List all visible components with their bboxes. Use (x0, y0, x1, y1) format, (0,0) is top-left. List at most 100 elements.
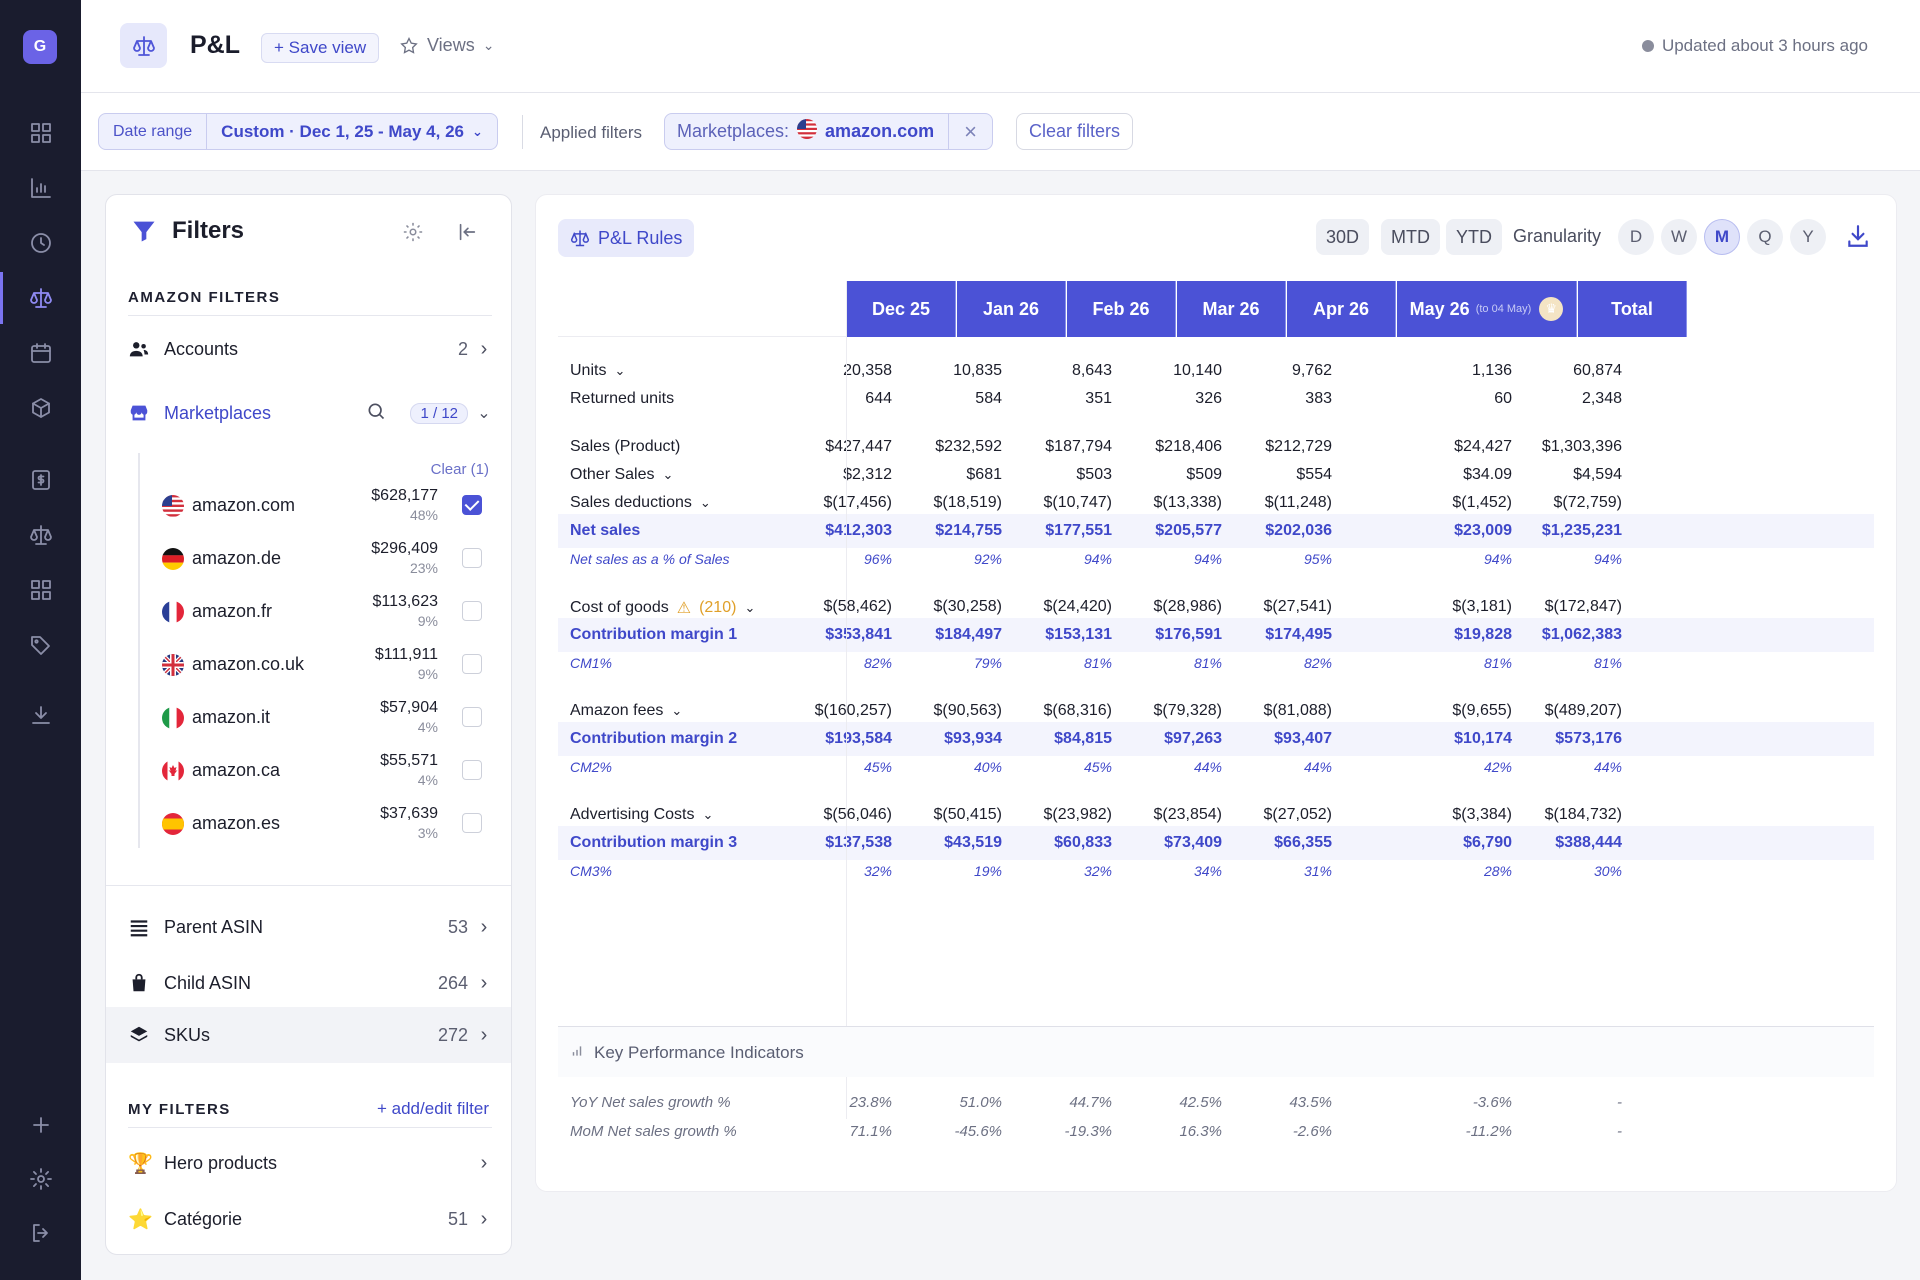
column-header[interactable]: Feb 26 (1067, 281, 1176, 337)
row-label-text: Contribution margin 1 (570, 626, 738, 643)
chevron-right-icon: › (480, 337, 488, 360)
marketplace-filter-chip[interactable]: Marketplaces: amazon.com × (664, 113, 994, 150)
filter-child-asin[interactable]: Child ASIN 264 › (128, 963, 492, 1003)
dashboard-icon[interactable] (26, 118, 56, 148)
logout-icon[interactable] (26, 1218, 56, 1248)
column-header[interactable]: May 26 (to 04 May) ♛ (1397, 281, 1577, 337)
marketplace-item-uk[interactable]: amazon.co.uk $111,911 9% (162, 646, 492, 696)
column-header[interactable]: Dec 25 (847, 281, 956, 337)
download-icon[interactable] (1845, 223, 1871, 254)
marketplace-checkbox[interactable] (462, 760, 482, 780)
column-header[interactable]: Jan 26 (957, 281, 1066, 337)
table-cell: 45% (863, 759, 892, 775)
scale-icon[interactable] (26, 520, 56, 550)
granularity-m-button[interactable]: M (1704, 219, 1740, 255)
gear-icon[interactable] (402, 221, 424, 248)
row-label[interactable]: Cost of goods ⚠ (210) ⌄ (570, 598, 755, 618)
row-label[interactable]: Advertising Costs ⌄ (570, 806, 713, 824)
row-label[interactable]: Other Sales ⌄ (570, 466, 673, 484)
marketplace-share: 48% (409, 507, 438, 523)
table-cell: $(56,046) (823, 806, 893, 823)
dollar-doc-icon[interactable] (26, 465, 56, 495)
table-cell: $176,591 (1155, 626, 1222, 643)
date-range-picker[interactable]: Date range Custom · Dec 1, 25 - May 4, 2… (98, 113, 498, 150)
marketplace-item-de[interactable]: amazon.de $296,409 23% (162, 540, 492, 590)
marketplace-item-fr[interactable]: amazon.fr $113,623 9% (162, 593, 492, 643)
close-icon[interactable]: × (948, 114, 992, 149)
table-cell: 96% (863, 551, 892, 567)
filter-marketplaces[interactable]: Marketplaces 1 / 12 ⌄ (128, 393, 492, 433)
granularity-q-button[interactable]: Q (1747, 219, 1783, 255)
filter-hero-products[interactable]: 🏆 Hero products › (128, 1143, 492, 1183)
collapse-panel-icon[interactable] (456, 221, 478, 248)
column-header[interactable]: Mar 26 (1177, 281, 1286, 337)
kpi-header[interactable]: Key Performance Indicators (570, 1043, 804, 1063)
kpi-cell: -19.3% (1064, 1123, 1112, 1140)
clear-marketplaces-link[interactable]: Clear (1) (430, 461, 489, 478)
granularity-w-button[interactable]: W (1661, 219, 1697, 255)
table-cell: $(1,452) (1452, 494, 1512, 511)
row-label-text: Net sales (570, 522, 641, 539)
tags-icon[interactable] (26, 630, 56, 660)
download-icon[interactable] (26, 700, 56, 730)
search-icon[interactable] (366, 401, 386, 426)
table-cell: 28% (1483, 863, 1512, 879)
calendar-icon[interactable] (26, 338, 56, 368)
marketplace-checkbox[interactable] (462, 707, 482, 727)
range-ytd-button[interactable]: YTD (1446, 219, 1502, 255)
kpi-cell: -3.6% (1472, 1094, 1512, 1111)
table-cell: 42% (1483, 759, 1512, 775)
row-label[interactable]: Sales deductions ⌄ (570, 494, 711, 512)
chevron-down-icon[interactable]: ⌄ (477, 405, 491, 422)
marketplace-checkbox[interactable] (462, 654, 482, 674)
filter-parent-asin[interactable]: Parent ASIN 53 › (128, 907, 492, 947)
filter-accounts[interactable]: Accounts 2 › (128, 329, 492, 369)
row-label[interactable]: Amazon fees ⌄ (570, 702, 682, 720)
row-label[interactable]: Units ⌄ (570, 362, 625, 380)
granularity-d-button[interactable]: D (1618, 219, 1654, 255)
marketplace-list-rail (138, 453, 140, 848)
marketplace-item-es[interactable]: amazon.es $37,639 3% (162, 805, 492, 855)
table-cell: 644 (865, 390, 892, 407)
updated-text: Updated about 3 hours ago (1661, 36, 1868, 55)
marketplace-item-it[interactable]: amazon.it $57,904 4% (162, 699, 492, 749)
marketplace-checkbox[interactable] (462, 813, 482, 833)
workspace-logo[interactable]: G (23, 30, 57, 64)
marketplace-name: amazon.com (192, 495, 296, 515)
clear-filters-button[interactable]: Clear filters (1016, 113, 1134, 150)
views-dropdown[interactable]: Views ⌄ (399, 35, 494, 56)
chevron-right-icon: › (480, 1023, 488, 1046)
granularity-y-button[interactable]: Y (1790, 219, 1826, 255)
gear-icon[interactable] (26, 1164, 56, 1194)
table-cell: $212,729 (1265, 438, 1332, 455)
table-cell: 32% (863, 863, 892, 879)
marketplace-checkbox[interactable] (462, 601, 482, 621)
pnl-rules-button[interactable]: P&L Rules (558, 219, 695, 257)
marketplace-checkbox[interactable] (462, 495, 482, 515)
clock-icon[interactable] (26, 228, 56, 258)
marketplace-item-ca[interactable]: amazon.ca $55,571 4% (162, 752, 492, 802)
box-icon[interactable] (26, 393, 56, 423)
table-cell: 351 (1085, 390, 1112, 407)
column-header[interactable]: Apr 26 (1287, 281, 1396, 337)
bar-chart-icon[interactable] (26, 173, 56, 203)
add-edit-filter-link[interactable]: + add/edit filter (377, 1099, 489, 1118)
marketplace-item-us[interactable]: amazon.com $628,177 48% (162, 487, 492, 537)
filter-categorie[interactable]: ⭐ Catégorie 51 › (128, 1199, 492, 1239)
highlight-band (558, 826, 1874, 860)
row-label: Net sales as a % of Sales (570, 551, 730, 567)
marketplace-checkbox[interactable] (462, 548, 482, 568)
date-range-value[interactable]: Custom · Dec 1, 25 - May 4, 26 ⌄ (207, 122, 497, 142)
plus-icon[interactable] (26, 1110, 56, 1140)
range-mtd-button[interactable]: MTD (1381, 219, 1440, 255)
marketplace-name: amazon.fr (192, 601, 273, 621)
range-30d-button[interactable]: 30D (1316, 219, 1370, 255)
filter-skus[interactable]: SKUs 272 › (128, 1015, 492, 1055)
grid-icon[interactable] (26, 575, 56, 605)
highlight-band (558, 514, 1874, 548)
save-view-button[interactable]: + Save view (261, 33, 380, 63)
table-cell: 81% (1083, 655, 1112, 671)
scale-icon[interactable] (26, 283, 56, 313)
table-cell: 81% (1593, 655, 1622, 671)
column-header[interactable]: Total (1578, 281, 1687, 337)
